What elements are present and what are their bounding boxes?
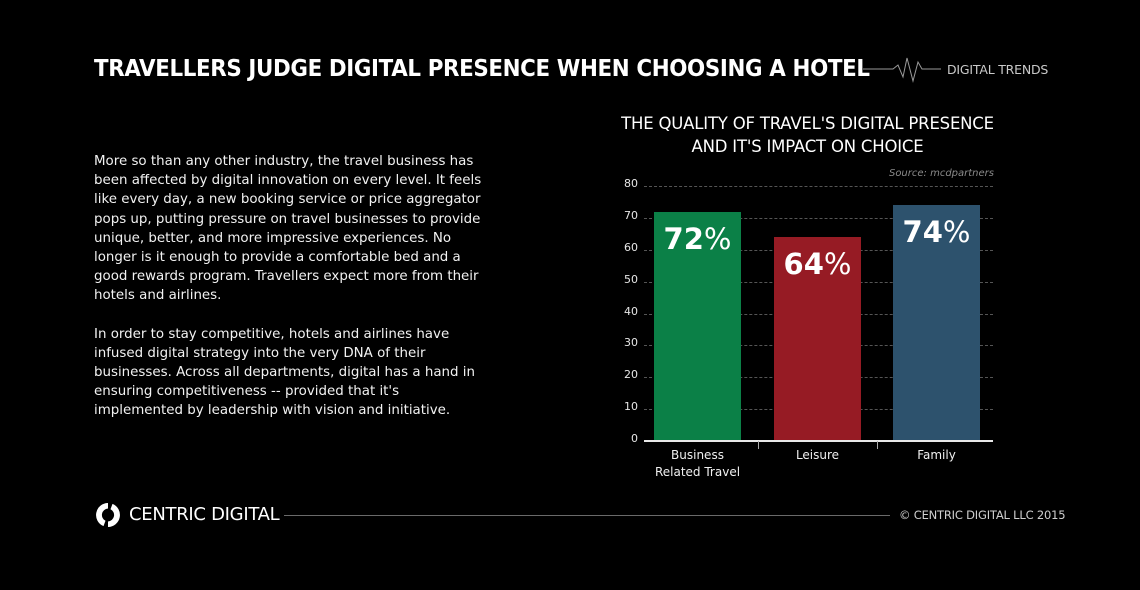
bar: 72%: [654, 211, 741, 441]
category-label-line: Leisure: [795, 448, 840, 462]
y-tick-label: 80: [624, 177, 638, 190]
paragraph: More so than any other industry, the tra…: [94, 154, 482, 304]
bar: 64%: [774, 237, 861, 441]
centric-cycle-logo-icon: [96, 503, 120, 527]
paragraph: In order to stay competitive, hotels and…: [94, 326, 476, 419]
x-axis-tick: [758, 441, 759, 449]
value-unit: %: [942, 215, 971, 250]
x-category-label: Leisure: [758, 447, 878, 464]
value-number: 72: [663, 221, 704, 256]
category-label-line: Related Travel: [654, 465, 741, 479]
value-unit: %: [703, 221, 732, 256]
y-tick-label: 70: [624, 208, 638, 222]
copyright: © CENTRIC DIGITAL LLC 2015: [899, 508, 1066, 522]
bar: 74%: [893, 205, 980, 441]
heartbeat-line-icon: [863, 57, 941, 83]
value-unit: %: [823, 247, 852, 281]
bar-value-label: 72%: [654, 222, 741, 256]
category-label-line: Family: [917, 448, 956, 462]
chart-source: Source: mcdpartners: [888, 168, 994, 179]
x-axis-line: [644, 440, 993, 442]
value-number: 74: [902, 215, 943, 250]
y-tick-label: 50: [624, 272, 638, 286]
bar-value-label: 64%: [774, 247, 861, 281]
gridline: [644, 218, 993, 219]
y-tick-label: 40: [624, 304, 638, 318]
y-tick-label: 60: [624, 240, 638, 254]
y-tick-label: 10: [624, 400, 638, 414]
page-title: TRAVELLERS JUDGE DIGITAL PRESENCE WHEN C…: [94, 56, 870, 82]
y-tick-label: 20: [624, 368, 638, 382]
bar-value-label: 74%: [893, 215, 980, 249]
gridline: [644, 186, 993, 187]
footer-divider: [284, 515, 890, 516]
y-tick-label: 30: [624, 336, 638, 350]
article-body: More so than any other industry, the tra…: [94, 152, 484, 440]
section-tag: DIGITAL TRENDS: [947, 62, 1049, 77]
x-category-label: Business Related Travel: [638, 447, 758, 481]
brand-name: CENTRIC DIGITAL: [129, 504, 280, 525]
chart-title: THE QUALITY OF TRAVEL'S DIGITAL PRESENCE…: [600, 112, 1015, 158]
chart-title-line: THE QUALITY OF TRAVEL'S DIGITAL PRESENCE: [621, 114, 994, 133]
chart-title-line: AND IT'S IMPACT ON CHOICE: [691, 137, 924, 156]
x-axis-tick: [877, 441, 878, 449]
value-number: 64: [783, 247, 824, 281]
category-label-line: Business: [671, 448, 724, 462]
y-tick-label: 0: [631, 432, 638, 445]
x-category-label: Family: [877, 447, 997, 464]
